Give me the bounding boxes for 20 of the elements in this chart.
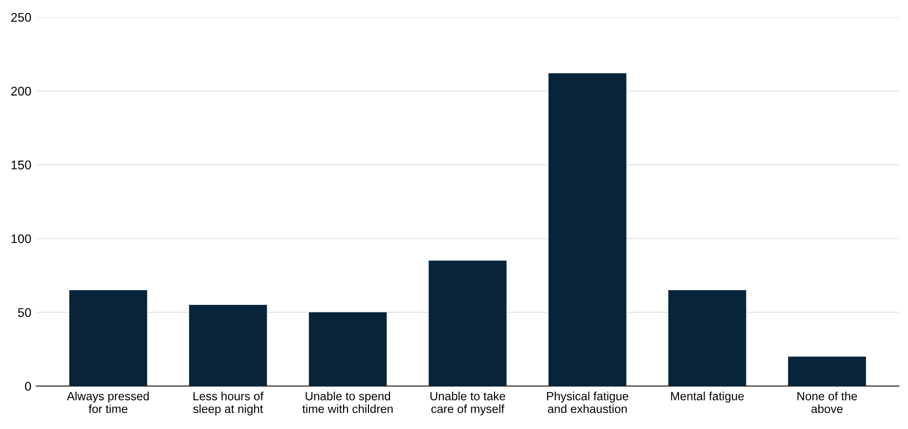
x-tick-label: Less hours of sleep at night — [193, 392, 264, 416]
x-tick-label: Physical fatigue and exhaustion — [547, 392, 628, 414]
x-tick-label: Always pressed for time — [66, 392, 149, 414]
bar — [69, 290, 148, 386]
y-tick-label: 250 — [11, 12, 31, 22]
bar — [308, 312, 387, 386]
y-tick-label: 0 — [24, 382, 31, 391]
bar — [548, 73, 626, 386]
x-tick-label: Mental fatigue — [671, 392, 744, 403]
bar — [668, 290, 746, 386]
y-tick-label: 200 — [11, 86, 31, 96]
bar — [788, 356, 866, 386]
bar — [189, 304, 267, 386]
y-tick-label: 150 — [12, 160, 31, 170]
y-tick-label: 100 — [12, 234, 31, 244]
x-tick-label: Unable to spend time with children — [302, 392, 393, 414]
x-tick-label: Unable to take care of myself — [430, 392, 506, 416]
x-tick-label: None of the above — [797, 392, 858, 414]
y-tick-label: 50 — [18, 308, 31, 317]
bar — [428, 260, 507, 386]
